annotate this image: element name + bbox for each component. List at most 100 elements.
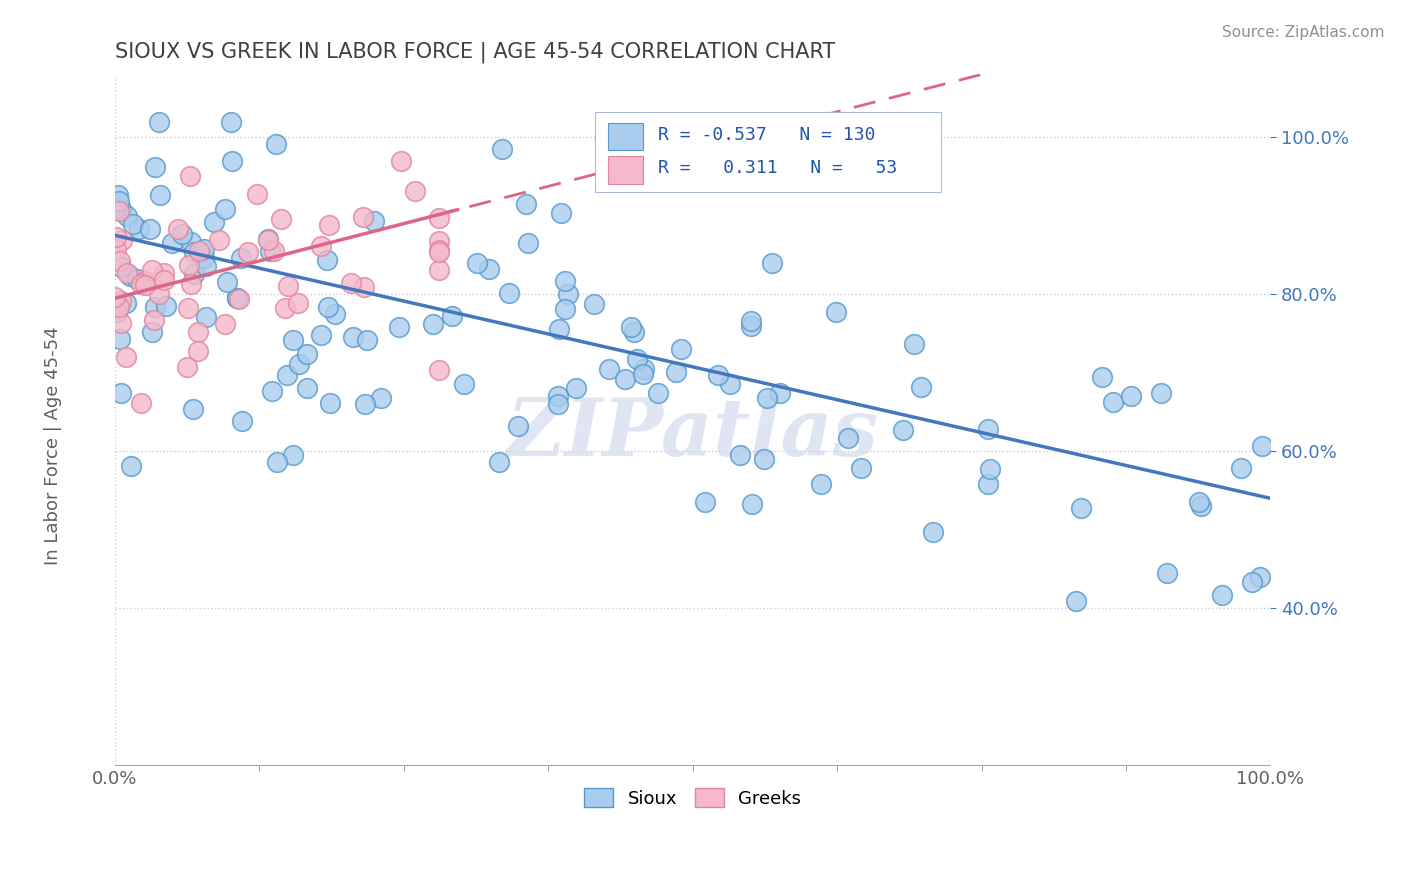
Point (263, 244, 285, 259)
Point (1188, 495, 1211, 509)
Point (477, 261, 499, 276)
Point (547, 389, 569, 403)
Point (231, 252, 253, 266)
Point (427, 211, 450, 225)
Point (139, 221, 162, 235)
Point (287, 296, 309, 310)
Point (352, 210, 374, 224)
Point (256, 233, 278, 247)
Point (1102, 395, 1125, 409)
Point (325, 308, 347, 322)
Point (564, 381, 586, 395)
Point (177, 301, 200, 315)
Point (1070, 501, 1092, 516)
Point (620, 320, 643, 334)
Point (281, 448, 304, 462)
Point (977, 477, 1000, 491)
Point (107, 204, 129, 219)
Point (849, 461, 872, 475)
Point (427, 363, 450, 377)
Point (231, 414, 253, 428)
Point (131, 277, 153, 292)
Point (669, 342, 692, 356)
Point (547, 397, 569, 411)
FancyBboxPatch shape (595, 112, 941, 192)
Point (183, 402, 205, 417)
Point (554, 274, 576, 288)
Point (259, 244, 281, 258)
Point (825, 305, 848, 319)
Point (427, 244, 450, 259)
Point (427, 243, 450, 257)
Point (180, 235, 202, 249)
Point (1251, 439, 1274, 453)
Point (626, 351, 648, 366)
Point (179, 169, 201, 184)
Point (319, 395, 342, 409)
Point (141, 262, 163, 277)
Point (105, 242, 128, 256)
Point (148, 114, 170, 128)
Point (1229, 461, 1251, 475)
Point (104, 290, 127, 304)
Point (160, 235, 183, 250)
Point (134, 277, 156, 292)
Point (152, 273, 174, 287)
Point (193, 242, 215, 256)
Point (143, 160, 166, 174)
Point (183, 268, 205, 282)
Point (837, 431, 859, 445)
Point (193, 252, 215, 266)
Point (557, 287, 579, 301)
Point (270, 211, 292, 226)
Point (342, 330, 364, 344)
Point (260, 384, 283, 398)
Point (453, 376, 475, 391)
Point (1150, 385, 1173, 400)
Point (761, 256, 783, 270)
Point (117, 266, 139, 280)
Point (107, 194, 129, 209)
Point (107, 188, 129, 202)
Point (297, 381, 319, 395)
Point (104, 201, 127, 215)
Bar (609, 123, 643, 151)
Point (107, 300, 129, 314)
Point (288, 358, 311, 372)
Point (295, 347, 318, 361)
Point (633, 362, 655, 376)
Text: In Labor Force | Age 45-54: In Labor Force | Age 45-54 (45, 326, 62, 566)
Point (110, 254, 132, 268)
Point (115, 350, 138, 364)
Point (141, 326, 163, 340)
Point (122, 217, 145, 231)
Point (623, 325, 645, 339)
Point (515, 197, 537, 211)
Point (340, 276, 363, 290)
Point (903, 337, 925, 351)
Point (498, 286, 520, 301)
Point (153, 266, 176, 280)
Point (155, 299, 177, 313)
Point (422, 318, 444, 332)
Point (910, 380, 932, 394)
Point (427, 263, 450, 277)
Point (353, 280, 375, 294)
Point (583, 297, 606, 311)
Point (979, 462, 1001, 476)
Legend: Sioux, Greeks: Sioux, Greeks (576, 780, 808, 815)
Point (225, 291, 247, 305)
Point (125, 272, 148, 286)
Point (627, 158, 650, 172)
Point (1211, 588, 1233, 602)
Point (506, 418, 529, 433)
Point (110, 316, 132, 330)
Point (179, 258, 201, 272)
Point (115, 295, 138, 310)
Point (221, 154, 243, 169)
Point (215, 275, 238, 289)
Point (598, 361, 620, 376)
Point (665, 365, 688, 379)
Point (891, 423, 914, 437)
Point (214, 318, 236, 332)
